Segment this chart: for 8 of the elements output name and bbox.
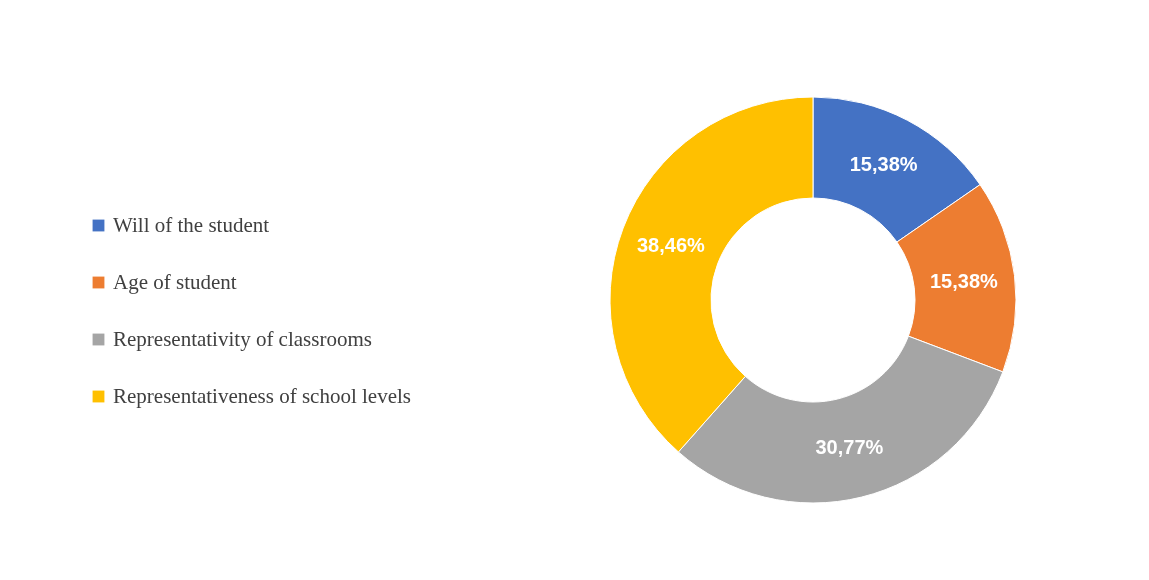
data-label: 30,77% [815, 435, 884, 458]
legend-label: Representativity of classrooms [113, 326, 372, 351]
data-label: 38,46% [636, 234, 705, 257]
legend-label: Age of student [113, 269, 237, 294]
legend-label: Will of the student [113, 212, 270, 237]
data-label: 15,38% [929, 269, 999, 292]
data-label: 15,38% [849, 153, 918, 176]
legend-label: Representativeness of school levels [113, 383, 411, 408]
